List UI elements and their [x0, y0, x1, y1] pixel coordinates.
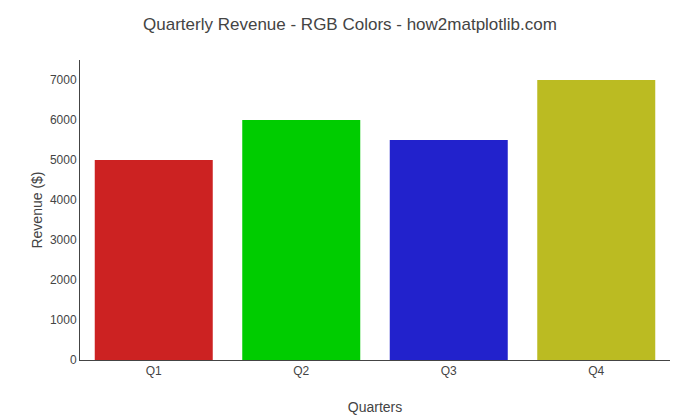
svg-text:5000: 5000 [50, 153, 77, 167]
svg-text:Q4: Q4 [588, 364, 604, 378]
svg-text:7000: 7000 [50, 73, 77, 87]
svg-text:3000: 3000 [50, 233, 77, 247]
svg-text:4000: 4000 [50, 193, 77, 207]
svg-text:6000: 6000 [50, 113, 77, 127]
svg-text:1000: 1000 [50, 313, 77, 327]
svg-text:0: 0 [70, 353, 77, 367]
svg-text:2000: 2000 [50, 273, 77, 287]
svg-text:Revenue ($): Revenue ($) [29, 171, 45, 248]
svg-text:Q2: Q2 [293, 364, 309, 378]
svg-text:Q3: Q3 [441, 364, 457, 378]
svg-text:Quarterly Revenue - RGB Colors: Quarterly Revenue - RGB Colors - how2mat… [143, 15, 557, 34]
svg-text:Quarters: Quarters [348, 399, 402, 415]
svg-text:Q1: Q1 [146, 364, 162, 378]
